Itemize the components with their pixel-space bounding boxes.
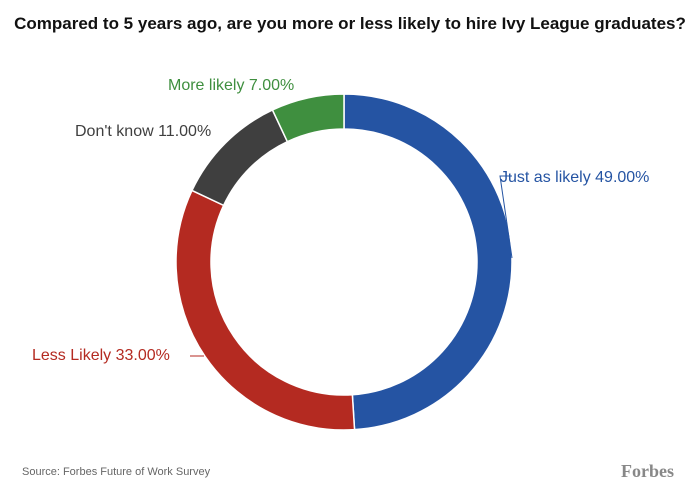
donut-slices [175,93,513,431]
slice-just-as-likely [343,93,513,431]
slice-labels: Just as likely 49.00% Less Likely 33.00% D… [32,77,649,364]
label-don-t-know: Don't know 11.00% [75,123,211,140]
forbes-logo: Forbes [621,461,674,481]
label-less-likely: Less Likely 33.00% [32,347,170,364]
source-note: Source: Forbes Future of Work Survey [22,466,211,478]
slice-more-likely [271,93,345,143]
label-just-as-likely: Just as likely 49.00% [500,169,649,186]
label-more-likely: More likely 7.00% [168,77,294,94]
slice-less-likely [175,189,356,431]
chart-title: Compared to 5 years ago, are you more or… [14,14,686,33]
leader-lines [190,175,513,357]
leader-just-as-likely [499,175,513,259]
